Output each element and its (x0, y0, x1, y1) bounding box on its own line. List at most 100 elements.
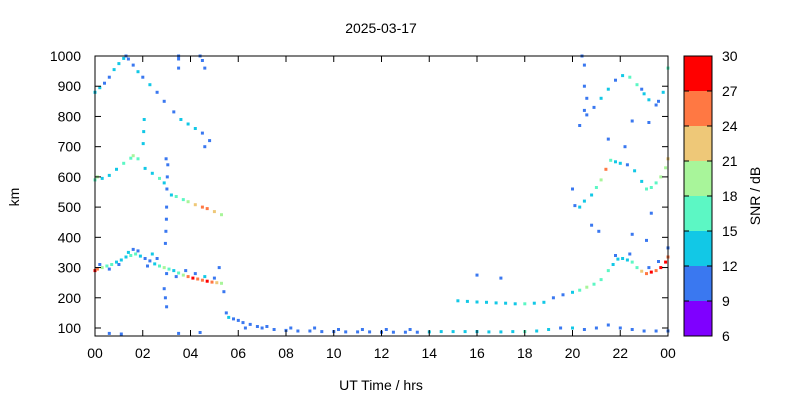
colorbar-band (684, 91, 712, 126)
data-point (155, 90, 159, 94)
data-point (126, 250, 130, 254)
y-tick-label: 800 (58, 108, 82, 124)
data-point (220, 213, 223, 217)
data-point (485, 300, 488, 304)
data-point (487, 330, 491, 334)
data-point (625, 258, 629, 262)
data-point (614, 254, 617, 257)
data-point (193, 203, 197, 207)
data-point (227, 315, 231, 319)
x-tick-label: 02 (135, 345, 151, 361)
data-point (236, 318, 240, 322)
y-tick-label: 1000 (50, 48, 81, 64)
data-point (337, 328, 340, 331)
data-point (129, 254, 133, 257)
data-point (463, 330, 467, 334)
data-point (141, 75, 145, 79)
data-point (163, 296, 167, 300)
data-point (408, 328, 412, 331)
data-point (599, 278, 603, 282)
data-point (224, 311, 228, 315)
data-point (585, 96, 589, 100)
data-point (647, 266, 651, 270)
colorbar-band (684, 231, 712, 266)
data-point (609, 158, 613, 162)
data-point (313, 326, 317, 330)
data-point (640, 269, 644, 273)
data-point (384, 328, 388, 331)
y-tick-label: 400 (58, 229, 82, 245)
data-point (255, 325, 259, 328)
data-point (177, 66, 181, 70)
x-tick-label: 10 (326, 345, 342, 361)
data-point (164, 229, 168, 233)
data-point (640, 179, 644, 183)
data-point (165, 175, 169, 179)
data-point (475, 273, 479, 277)
data-point (611, 263, 615, 266)
data-point (136, 157, 140, 161)
data-point (289, 326, 293, 330)
data-point (582, 84, 586, 88)
data-point (647, 98, 651, 102)
data-point (153, 262, 157, 266)
data-point (571, 187, 574, 191)
data-point (143, 166, 147, 170)
y-tick-label: 300 (58, 260, 82, 276)
data-point (200, 59, 204, 62)
y-tick-label: 900 (58, 78, 82, 94)
x-tick-label: 14 (421, 345, 437, 361)
data-point (547, 328, 551, 331)
x-tick-label: 20 (565, 345, 581, 361)
data-point (649, 186, 653, 189)
data-point (296, 329, 300, 333)
colorbar-tick-label: 27 (722, 83, 738, 99)
data-point (654, 103, 658, 107)
data-point (208, 139, 212, 143)
x-tick-label: 18 (517, 345, 533, 361)
data-point (628, 75, 632, 79)
data-point (659, 175, 663, 179)
data-point (103, 81, 106, 85)
data-point (621, 74, 625, 78)
data-point (165, 205, 169, 209)
data-point (200, 278, 204, 282)
colorbar (683, 55, 713, 337)
data-point (100, 266, 104, 270)
y-tick-label: 200 (58, 290, 82, 306)
data-point (186, 122, 190, 126)
data-point (604, 167, 608, 171)
data-point (456, 299, 460, 303)
colorbar-tick-label: 24 (722, 118, 738, 134)
data-point (659, 266, 663, 270)
data-point (592, 105, 596, 109)
data-point (578, 124, 582, 127)
data-point (100, 176, 104, 180)
data-point (654, 269, 658, 273)
data-point (162, 181, 166, 185)
data-point (582, 63, 586, 67)
y-tick-label: 500 (58, 199, 82, 215)
data-point (630, 260, 634, 264)
data-point (131, 63, 135, 67)
data-point (614, 160, 617, 164)
data-point (403, 330, 407, 334)
data-point (532, 301, 536, 305)
data-point (559, 326, 563, 330)
data-point (356, 330, 360, 334)
data-point (272, 328, 276, 331)
y-tick-label: 600 (58, 169, 82, 185)
data-point (119, 332, 123, 336)
colorbar-ticks: 30 27 24 21 18 15 12 9 6 (684, 48, 738, 344)
data-point (640, 87, 644, 91)
data-point (142, 118, 146, 121)
data-point (181, 198, 185, 202)
x-tick-label: 08 (278, 345, 294, 361)
colorbar-tick-label: 12 (722, 258, 738, 274)
data-point (164, 217, 168, 221)
data-point (172, 269, 176, 273)
colorbar-tick-label: 30 (722, 48, 738, 64)
data-point (635, 83, 639, 87)
data-point (200, 131, 204, 135)
